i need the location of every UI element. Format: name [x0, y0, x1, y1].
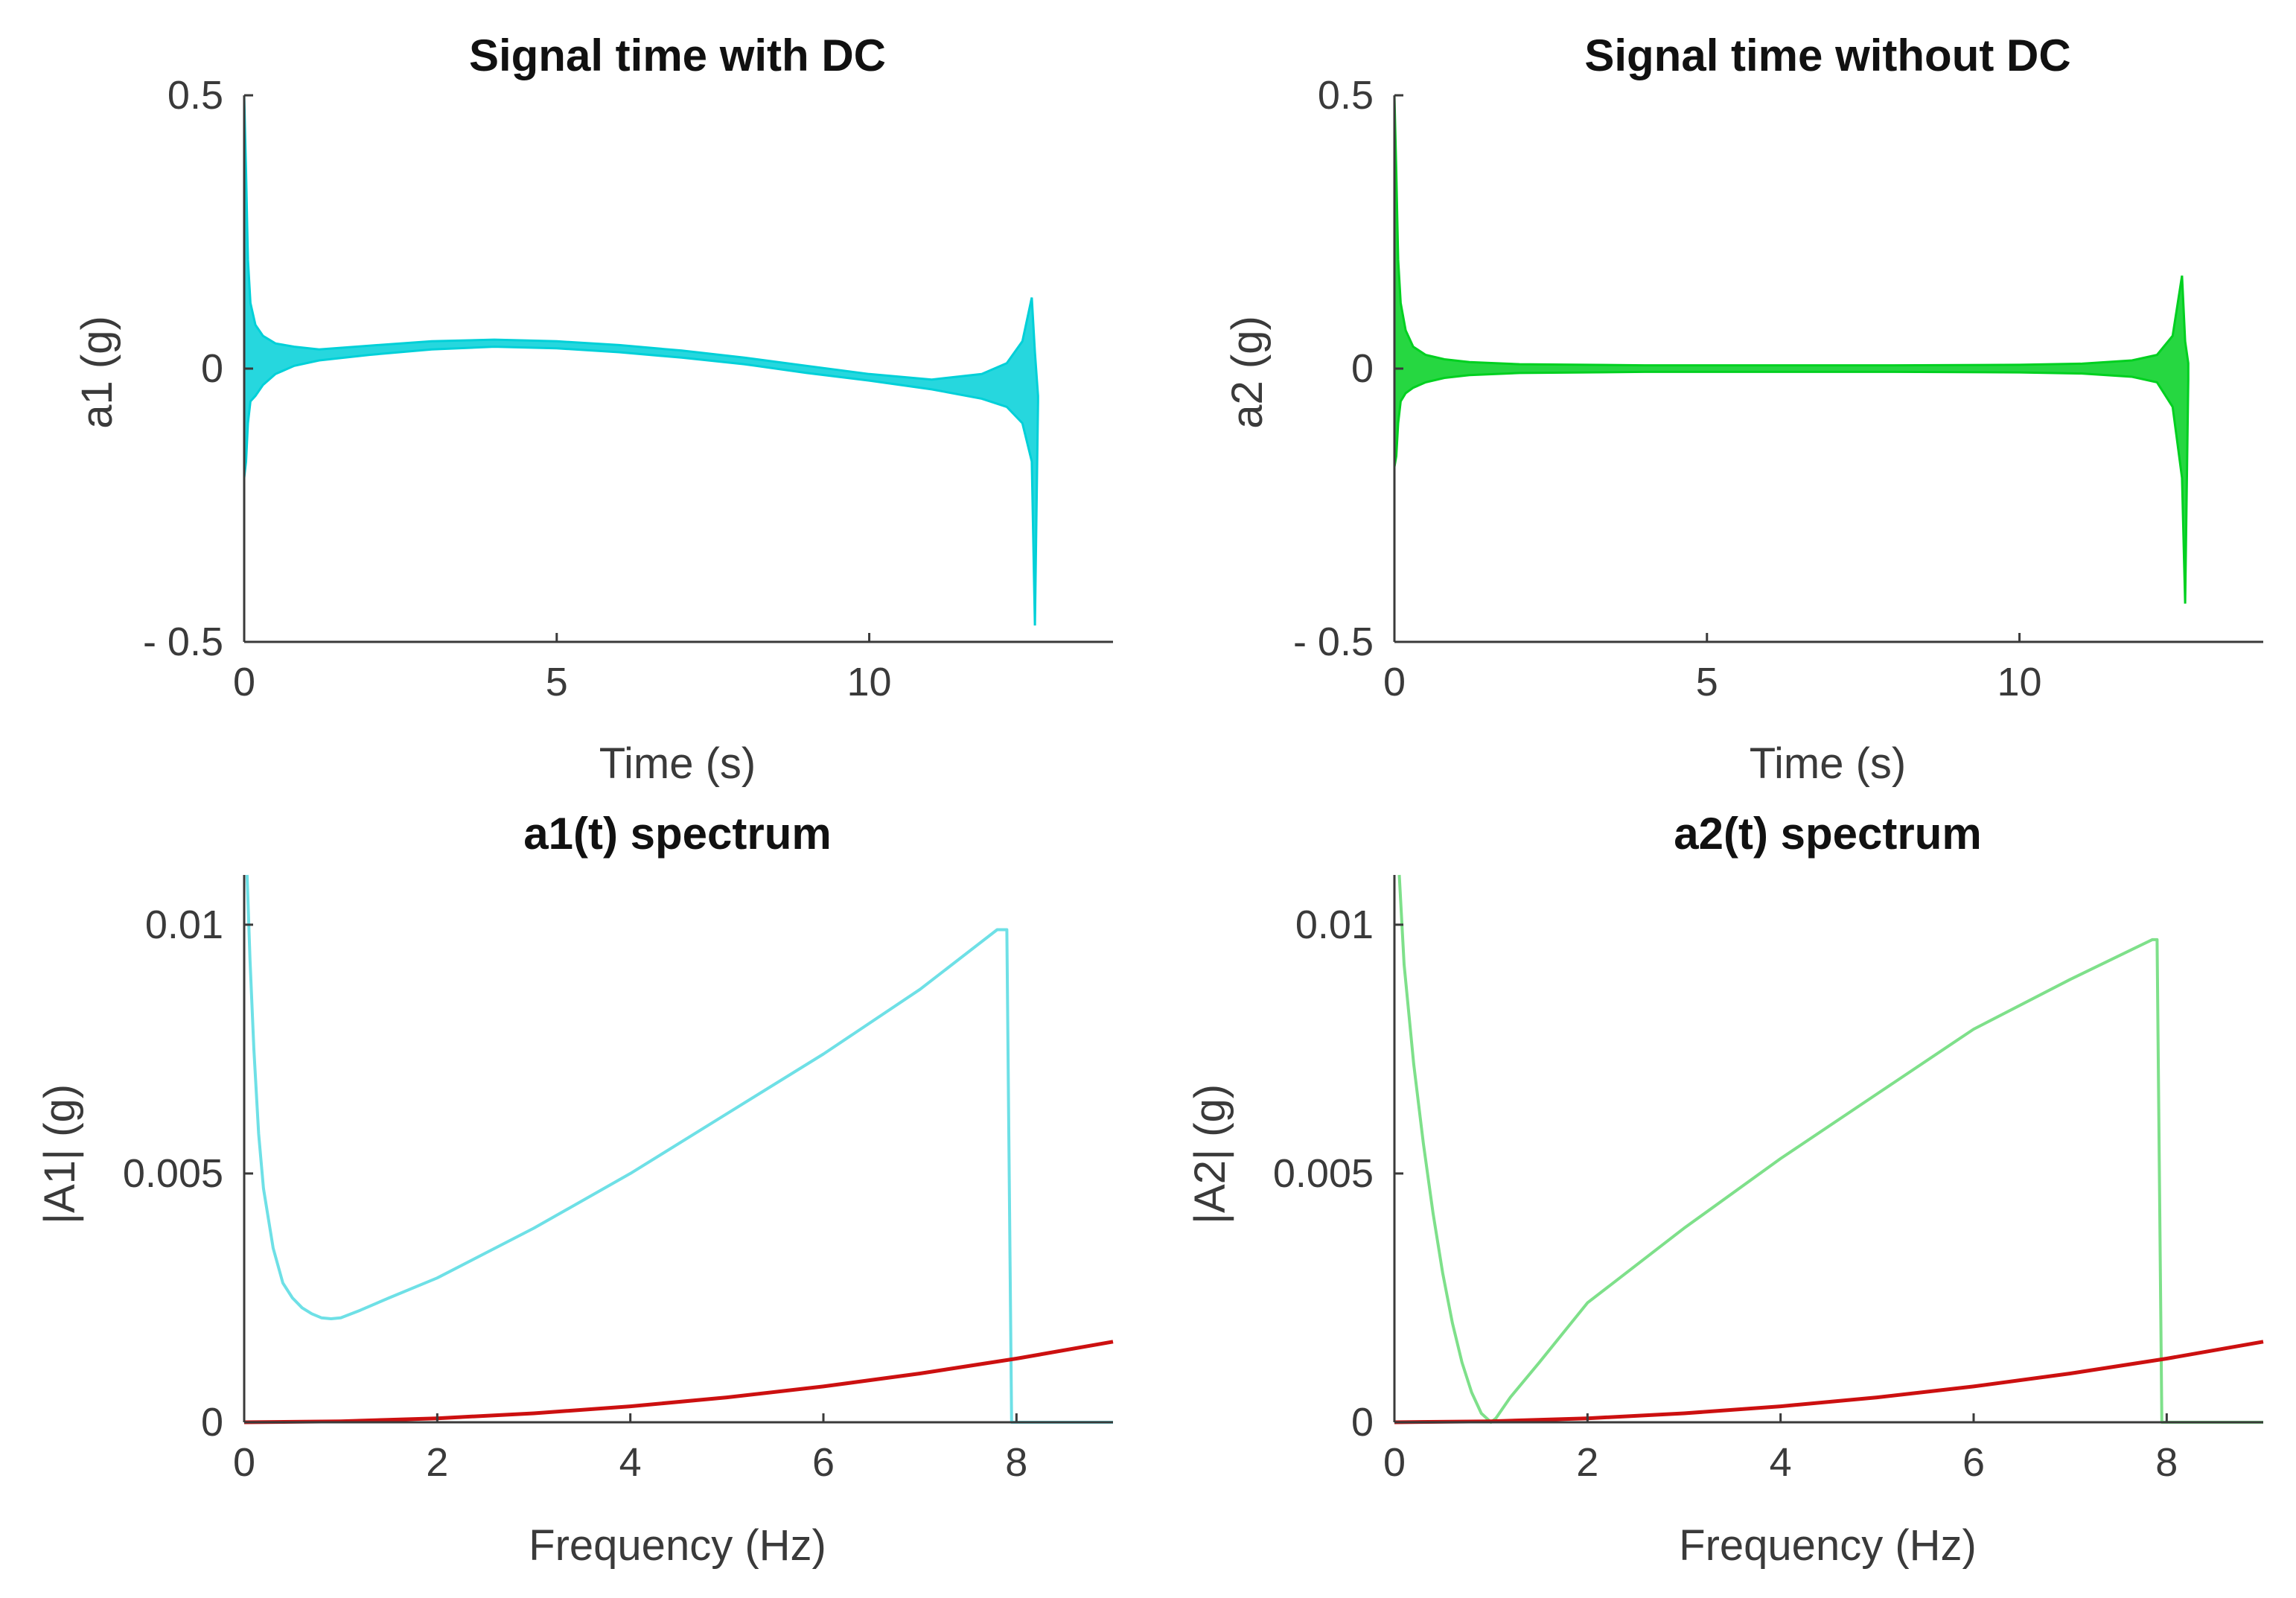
x-tick-label: 5	[1696, 660, 1718, 704]
x-tick-label: 6	[812, 1440, 835, 1485]
x-tick-label: 10	[1997, 660, 2042, 704]
y-tick-label: 0	[1351, 1400, 1374, 1445]
y-tick-label: 0.5	[168, 73, 223, 118]
series-2-line	[243, 1340, 1114, 1424]
series-layer	[1394, 874, 2264, 1424]
series-layer	[1393, 95, 2190, 604]
x-tick-label: 8	[1005, 1440, 1027, 1485]
x-ticks: 0 5 10	[233, 633, 892, 704]
series-1-envelope	[1393, 95, 2190, 604]
series-1-line	[245, 874, 1113, 1424]
y-ticks: 0.01 0.005 0	[1273, 903, 1403, 1445]
x-tick-label: 0	[233, 1440, 255, 1485]
x-tick-label: 4	[619, 1440, 642, 1485]
panel-a1-spectrum: a1(t) spectrum Frequency (Hz) |A1| (g) 0…	[36, 809, 1114, 1570]
y-tick-label: 0.5	[1318, 73, 1374, 118]
y-axis-label: a2 (g)	[1223, 316, 1272, 429]
axes	[1393, 875, 2263, 1424]
series-layer	[243, 874, 1114, 1424]
y-ticks: 0.5 0 - 0.5	[1293, 73, 1403, 664]
y-tick-label: 0.005	[1273, 1151, 1374, 1196]
x-tick-label: 0	[233, 660, 255, 704]
x-axis-label: Frequency (Hz)	[529, 1521, 826, 1570]
y-tick-label: 0.01	[145, 903, 223, 947]
x-tick-label: 6	[1962, 1440, 1985, 1485]
x-tick-label: 0	[1383, 660, 1406, 704]
panel-signal-time-with-dc: Signal time with DC Time (s) a1 (g) 0 5 10…	[73, 31, 1113, 788]
panel-a2-spectrum: a2(t) spectrum Frequency (Hz) |A2| (g) 0…	[1186, 809, 2264, 1570]
axes	[243, 875, 1113, 1424]
series-1-envelope	[243, 95, 1039, 626]
y-ticks: 0.01 0.005 0	[123, 903, 253, 1445]
y-axis-label: |A2| (g)	[1186, 1084, 1234, 1224]
panel-signal-time-without-dc: Signal time without DC Time (s) a2 (g) 0…	[1223, 31, 2263, 788]
y-tick-label: - 0.5	[143, 620, 223, 664]
chart-title: a2(t) spectrum	[1674, 809, 1981, 859]
x-tick-label: 2	[1576, 1440, 1598, 1485]
chart-title: Signal time without DC	[1584, 31, 2070, 80]
x-tick-label: 2	[426, 1440, 448, 1485]
series-1-line	[1397, 874, 2263, 1424]
x-tick-label: 4	[1770, 1440, 1792, 1485]
x-tick-label: 5	[546, 660, 568, 704]
y-tick-label: - 0.5	[1293, 620, 1374, 664]
y-tick-label: 0.01	[1295, 903, 1374, 947]
chart-title: a1(t) spectrum	[523, 809, 831, 859]
y-tick-label: 0	[201, 1400, 223, 1445]
x-tick-label: 10	[847, 660, 892, 704]
y-tick-label: 0.005	[123, 1151, 223, 1196]
x-axis-label: Time (s)	[599, 739, 756, 788]
x-tick-label: 0	[1383, 1440, 1406, 1485]
y-tick-label: 0	[201, 346, 223, 391]
x-tick-label: 8	[2155, 1440, 2178, 1485]
x-ticks: 0 2 4 6 8	[1383, 1413, 2178, 1485]
chart-title: Signal time with DC	[469, 31, 886, 80]
axes	[243, 95, 1113, 643]
y-ticks: 0.5 0 - 0.5	[143, 73, 253, 664]
y-axis-label: a1 (g)	[73, 316, 121, 429]
y-tick-label: 0	[1351, 346, 1374, 391]
series-2-line	[1394, 1340, 2264, 1424]
series-layer	[243, 95, 1039, 626]
x-axis-label: Time (s)	[1750, 739, 1906, 788]
y-axis-label: |A1| (g)	[36, 1084, 84, 1224]
x-ticks: 0 5 10	[1383, 633, 2042, 704]
x-ticks: 0 2 4 6 8	[233, 1413, 1027, 1485]
x-axis-label: Frequency (Hz)	[1679, 1521, 1977, 1570]
